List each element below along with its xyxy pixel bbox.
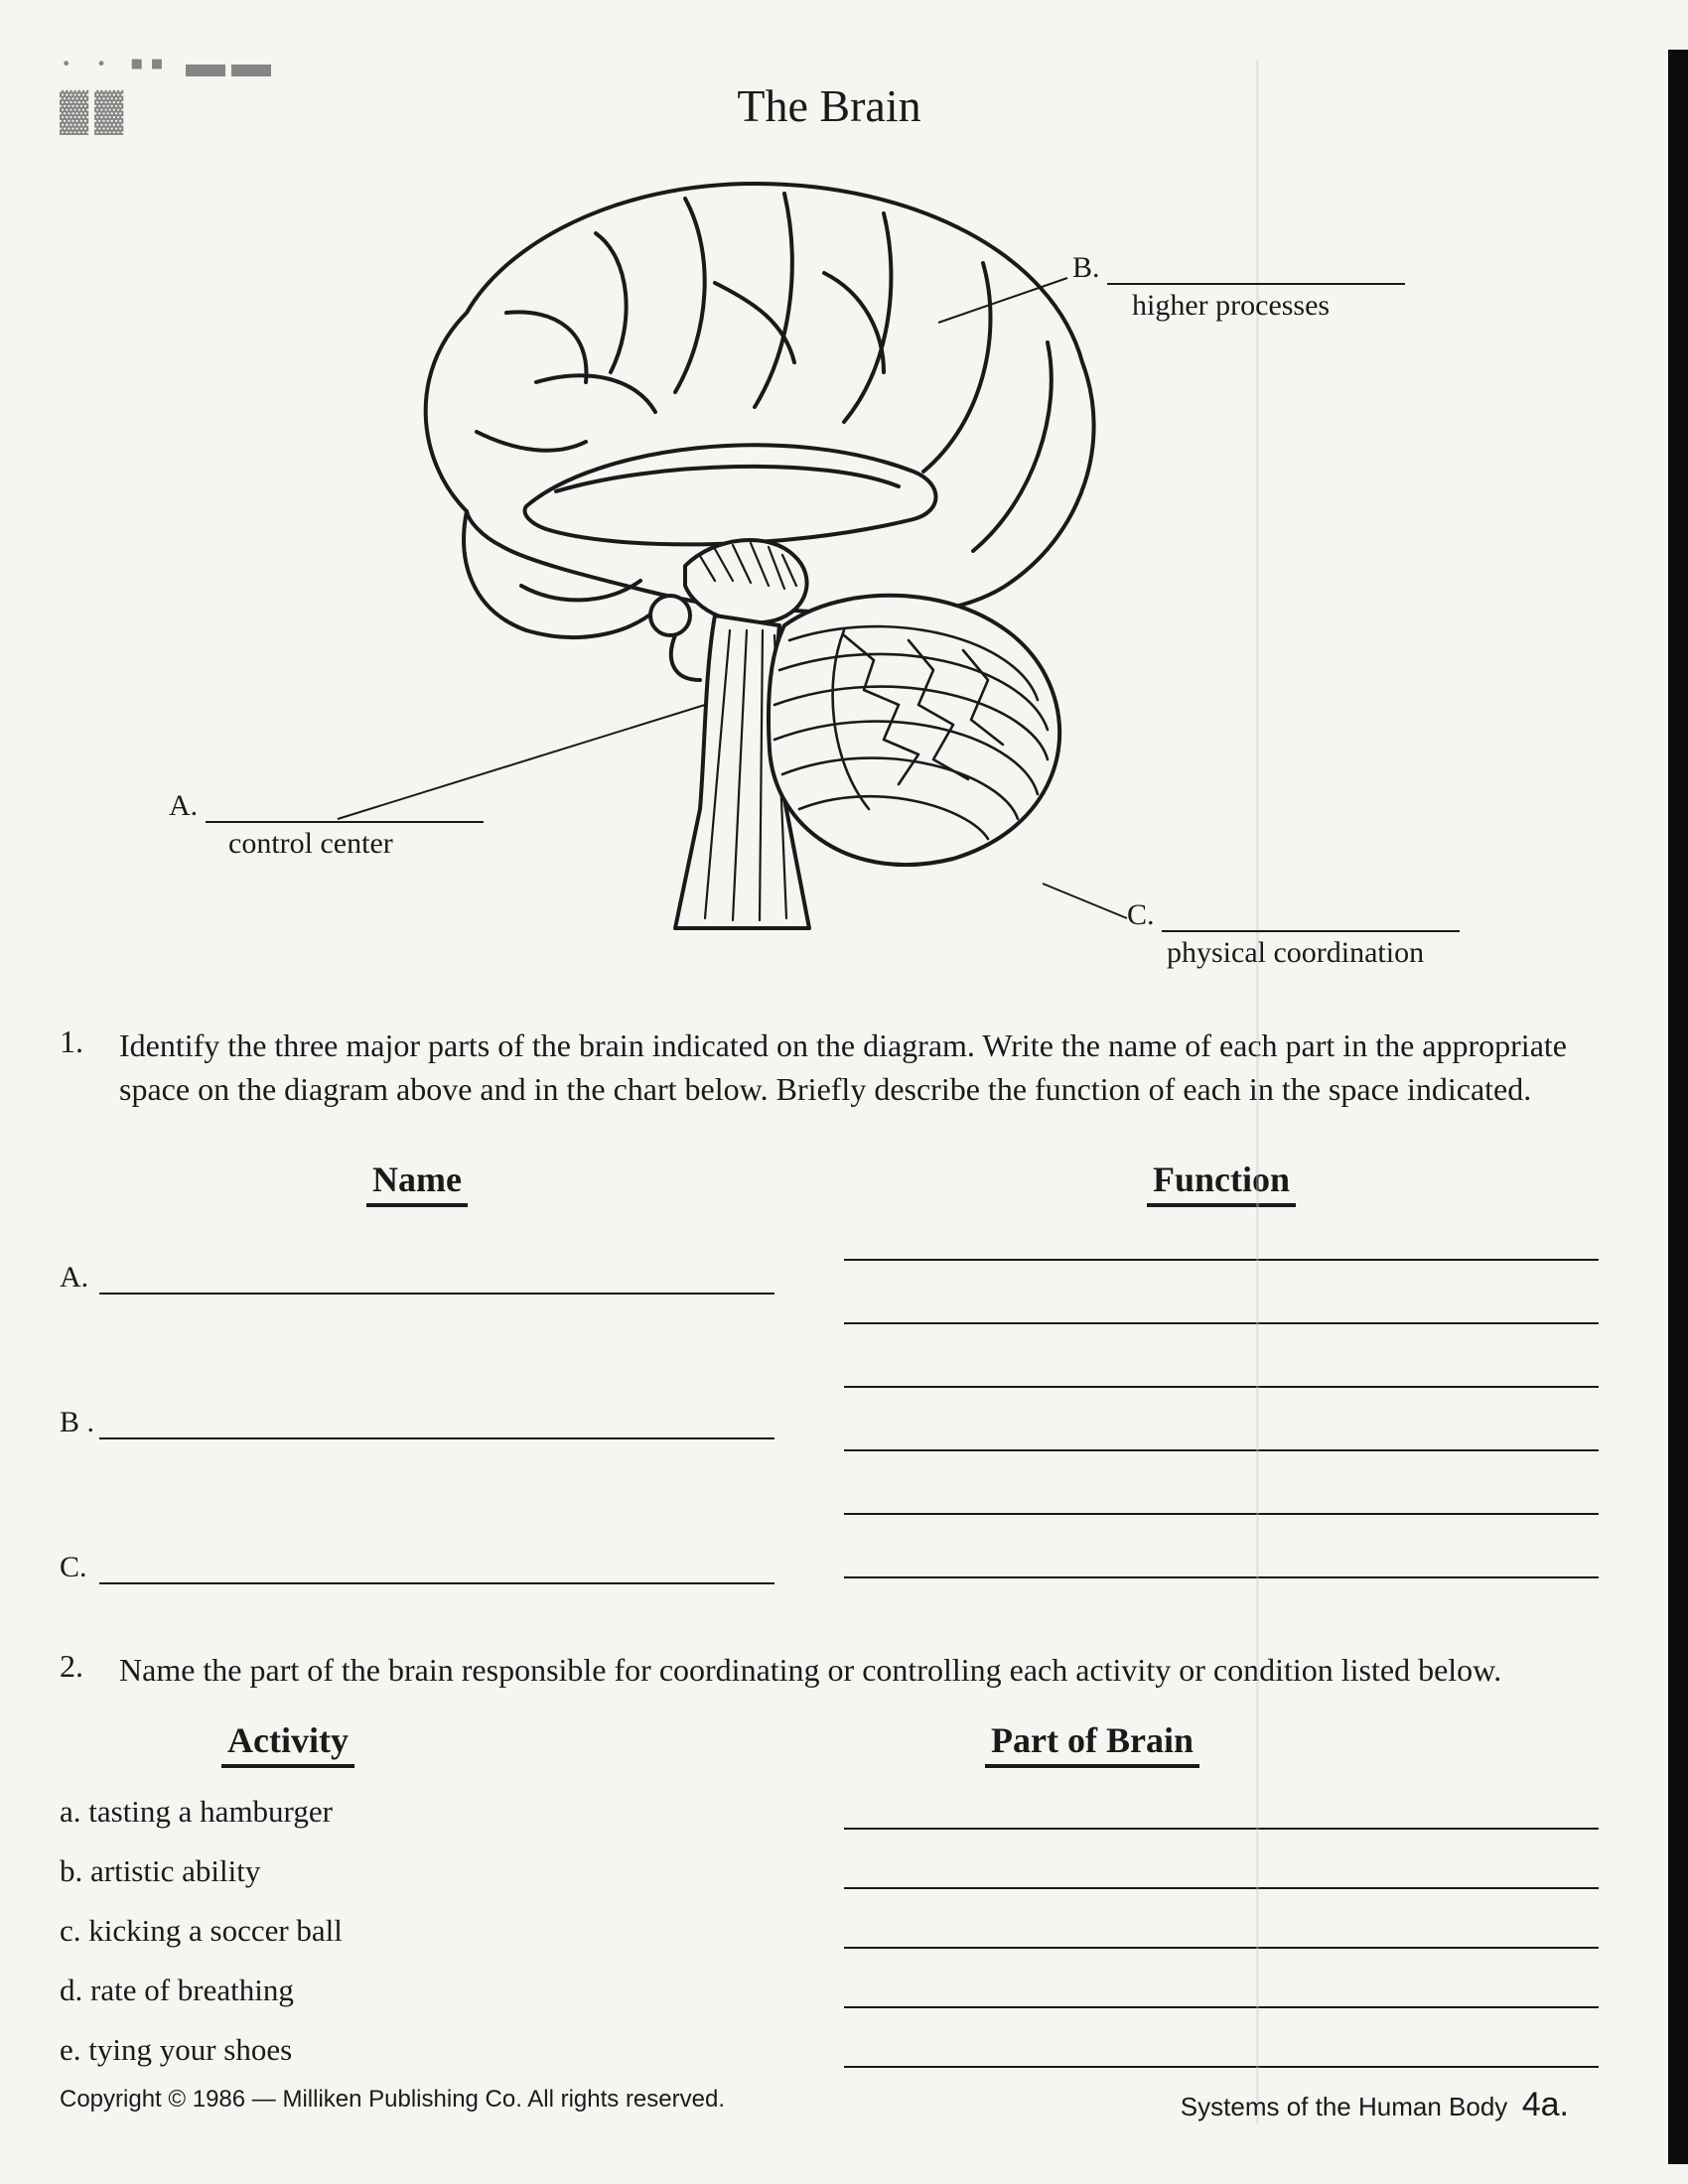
function-blank[interactable] <box>844 1233 1599 1261</box>
name-blank-b[interactable] <box>99 1412 774 1439</box>
page-label: Systems of the Human Body 4a. <box>1181 2086 1569 2124</box>
copyright-text: Copyright © 1986 — Milliken Publishing C… <box>60 2086 725 2124</box>
label-c-hint: physical coordination <box>1127 936 1460 970</box>
name-row-b: B . <box>60 1378 774 1439</box>
label-a-hint: control center <box>169 827 484 861</box>
q1-number: 1. <box>60 1024 115 1060</box>
label-b-letter: B. <box>1072 251 1100 284</box>
function-blank[interactable] <box>844 1487 1599 1515</box>
name-row-a: A. <box>60 1233 774 1295</box>
col-head-activity: Activity <box>60 1719 516 1772</box>
activity-table: Activity Part of Brain <box>60 1719 1599 1794</box>
activity-row: b. artistic ability <box>60 1853 1599 1889</box>
brain-diagram: A. control center B. higher processes C.… <box>60 144 1599 998</box>
blank-line-b[interactable] <box>1107 261 1405 285</box>
scan-artifact: · · ▪▪ ▬▬ ▓▓ <box>60 40 318 79</box>
activity-rows: a. tasting a hamburger b. artistic abilit… <box>60 1794 1599 2068</box>
label-b-hint: higher processes <box>1072 289 1405 323</box>
activity-text: c. kicking a soccer ball <box>60 1913 844 1949</box>
activity-text: a. tasting a hamburger <box>60 1794 844 1830</box>
activity-blank[interactable] <box>844 1923 1599 1949</box>
name-blank-a[interactable] <box>99 1267 774 1295</box>
worksheet-title: The Brain <box>60 79 1599 132</box>
function-blank[interactable] <box>844 1360 1599 1388</box>
activity-blank[interactable] <box>844 1804 1599 1830</box>
activity-row: e. tying your shoes <box>60 2032 1599 2068</box>
diagram-label-c: C. physical coordination <box>1127 898 1460 970</box>
name-row-c: C. <box>60 1523 774 1584</box>
q1-text: Identify the three major parts of the br… <box>119 1024 1579 1111</box>
activity-blank[interactable] <box>844 1863 1599 1889</box>
activity-row: d. rate of breathing <box>60 1973 1599 2008</box>
function-blank[interactable] <box>844 1424 1599 1451</box>
activity-text: d. rate of breathing <box>60 1973 844 2008</box>
activity-text: b. artistic ability <box>60 1853 844 1889</box>
activity-blank[interactable] <box>844 1982 1599 2008</box>
diagram-label-b: B. higher processes <box>1072 251 1405 323</box>
col-head-function: Function <box>844 1159 1599 1211</box>
activity-blank[interactable] <box>844 2042 1599 2068</box>
diagram-label-a: A. control center <box>169 789 484 861</box>
activity-row: c. kicking a soccer ball <box>60 1913 1599 1949</box>
question-1: 1. Identify the three major parts of the… <box>60 1024 1599 1111</box>
label-c-letter: C. <box>1127 898 1155 931</box>
blank-line-a[interactable] <box>206 799 484 823</box>
blank-line-c[interactable] <box>1162 908 1460 932</box>
label-a-letter: A. <box>169 789 198 822</box>
page-edge <box>1668 50 1688 2164</box>
name-blank-c[interactable] <box>99 1557 774 1584</box>
col-head-name: Name <box>60 1159 774 1211</box>
question-2: 2. Name the part of the brain responsibl… <box>60 1648 1599 1692</box>
q2-number: 2. <box>60 1648 115 1685</box>
function-blank[interactable] <box>844 1551 1599 1578</box>
name-function-table: Name A. B . C. Function <box>60 1159 1599 1618</box>
activity-row: a. tasting a hamburger <box>60 1794 1599 1830</box>
q2-text: Name the part of the brain responsible f… <box>119 1648 1579 1692</box>
activity-text: e. tying your shoes <box>60 2032 844 2068</box>
col-head-part: Part of Brain <box>586 1719 1599 1772</box>
page-footer: Copyright © 1986 — Milliken Publishing C… <box>60 2086 1569 2124</box>
function-blank[interactable] <box>844 1297 1599 1324</box>
